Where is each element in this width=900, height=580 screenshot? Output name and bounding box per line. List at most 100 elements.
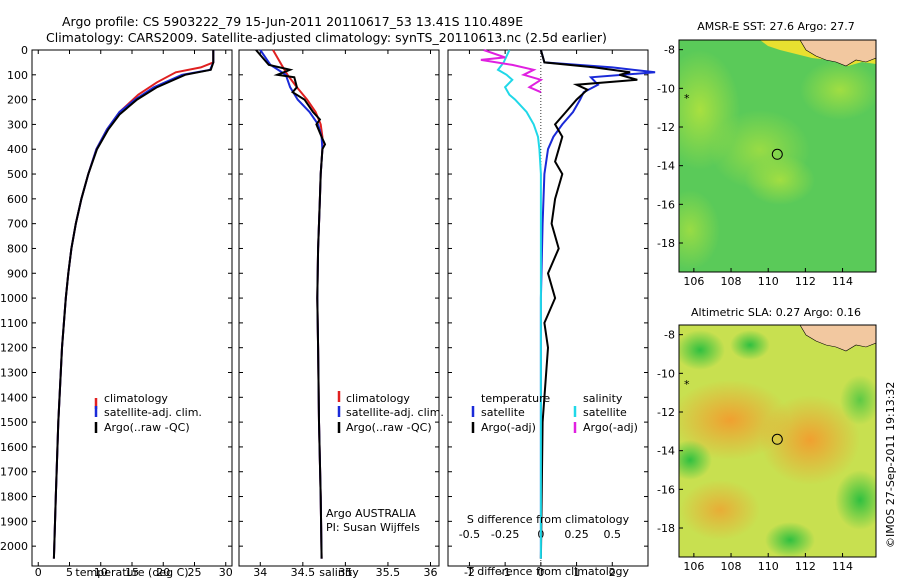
y-tick-label: 400 — [7, 143, 28, 156]
y-tick-label: 700 — [7, 218, 28, 231]
y-tick-label: 1800 — [0, 491, 28, 504]
sst-asterisk: * — [684, 92, 690, 105]
legend-label-climatology: climatology — [104, 392, 168, 405]
y-tick-label: 2000 — [0, 540, 28, 553]
series-line-temperature-satellite — [539, 49, 656, 559]
difference-axes — [447, 49, 649, 567]
sla-map-title: Altimetric SLA: 0.27 Argo: 0.16 — [691, 306, 861, 319]
x-tick-label: 35 — [338, 566, 352, 579]
y-tick-label: 600 — [7, 193, 28, 206]
series-line-temperature-argo-adj- — [539, 49, 638, 559]
sst-warm-patch — [679, 190, 720, 270]
legend-header-temperature: temperature — [481, 392, 550, 405]
difference-xlabel: T difference from climatology — [466, 565, 629, 578]
lon-tick-label: 108 — [721, 275, 742, 288]
y-tick-label: 500 — [7, 168, 28, 181]
series-line-satellite-adj-clim- — [52, 50, 215, 559]
x-tick-label: 2 — [609, 566, 616, 579]
lon-tick-label: 112 — [795, 275, 816, 288]
sla-map-axes: 106 108 110 112 114 -8 -10 -12 -14 -16 -18 — [657, 329, 853, 573]
lon-tick-label: 114 — [832, 560, 853, 573]
series-line-climatology — [272, 49, 324, 559]
legend-label-t-satellite: satellite — [481, 406, 525, 419]
salinity-annotation-pi: PI: Susan Wijffels — [326, 521, 420, 534]
lat-tick-label: -8 — [664, 329, 675, 342]
x-tick-label: 30 — [219, 566, 233, 579]
lon-tick-label: 110 — [758, 275, 779, 288]
legend-label-climatology: climatology — [346, 392, 410, 405]
sst-warm-patch — [745, 155, 815, 205]
x-tick-label: -1 — [500, 566, 511, 579]
difference-xlabel-top: S difference from climatology — [467, 513, 630, 526]
lat-tick-label: -14 — [657, 160, 675, 173]
lat-tick-label: -16 — [657, 483, 675, 496]
x-tick-label: 36 — [423, 566, 437, 579]
difference-plot: -2 -1 0 1 2-0.5 -0.25 0 0.25 0.5 — [448, 49, 656, 579]
lat-tick-label: -8 — [664, 44, 675, 57]
y-tick-label: 1600 — [0, 441, 28, 454]
series-line-argo-raw-qc- — [255, 49, 327, 559]
legend-label-t-argo: Argo(-adj) — [481, 421, 536, 434]
legend-label-argo: Argo(..raw -QC) — [346, 421, 432, 434]
y-tick-label: 1900 — [0, 515, 28, 528]
lat-tick-label: -10 — [657, 82, 675, 95]
s-tick-label: -0.25 — [491, 528, 519, 541]
s-tick-label: 0.5 — [604, 528, 622, 541]
salinity-axes — [238, 49, 440, 567]
lat-tick-label: -16 — [657, 198, 675, 211]
temperature-legend: climatology satellite-adj. clim. Argo(..… — [94, 392, 202, 434]
y-tick-label: 1300 — [0, 367, 28, 380]
java-landmass — [799, 325, 876, 352]
sla-low-anomaly — [765, 522, 815, 557]
x-tick-label: 15 — [125, 566, 139, 579]
legend-label-satellite: satellite-adj. clim. — [346, 406, 444, 419]
y-tick-label: 1400 — [0, 391, 28, 404]
sla-low-anomaly — [679, 440, 712, 480]
lat-tick-label: -14 — [657, 445, 675, 458]
sst-map-axes: 106 108 110 112 114 -8 -10 -12 -14 -16 -18 — [657, 44, 853, 288]
sst-map-frame — [678, 39, 877, 273]
sla-low-anomaly — [840, 375, 876, 425]
x-tick-label: 35.5 — [376, 566, 401, 579]
java-landmass — [799, 40, 876, 67]
salinity-xlabel: salinity — [319, 566, 359, 579]
lon-tick-label: 106 — [683, 560, 704, 573]
sla-high-anomaly — [680, 480, 760, 540]
x-tick-label: -2 — [464, 566, 475, 579]
imos-credit: ©IMOS 27-Sep-2011 19:13:32 — [884, 382, 897, 548]
lat-tick-label: -12 — [657, 121, 675, 134]
y-tick-label: 1200 — [0, 342, 28, 355]
x-tick-label: 0 — [35, 566, 42, 579]
series-line-satellite-adj-clim- — [259, 49, 324, 559]
sst-map-title: AMSR-E SST: 27.6 Argo: 27.7 — [697, 20, 855, 33]
temperature-xlabel: temperature (deg C) — [75, 566, 188, 579]
x-tick-label: 20 — [156, 566, 170, 579]
x-tick-label: 25 — [188, 566, 202, 579]
sla-map-frame — [678, 324, 877, 558]
x-tick-label: 0 — [537, 566, 544, 579]
sla-high-anomaly — [760, 395, 860, 485]
sst-map — [679, 40, 876, 272]
temperature-axes — [31, 49, 233, 567]
y-tick-label: 100 — [7, 69, 28, 82]
legend-header-salinity: salinity — [583, 392, 623, 405]
series-line-argo-raw-qc- — [52, 50, 215, 559]
x-tick-label: 10 — [94, 566, 108, 579]
y-tick-label: 200 — [7, 94, 28, 107]
lon-tick-label: 106 — [683, 275, 704, 288]
y-tick-label: 900 — [7, 267, 28, 280]
argo-position-marker — [771, 433, 783, 445]
y-tick-label: 800 — [7, 242, 28, 255]
legend-label-satellite: satellite-adj. clim. — [104, 406, 202, 419]
header-title-line1: Argo profile: CS 5903222_79 15-Jun-2011 … — [62, 14, 523, 29]
lon-tick-label: 108 — [721, 560, 742, 573]
x-tick-label: 1 — [573, 566, 580, 579]
series-line-salinity-satellite — [496, 49, 542, 559]
lon-tick-label: 112 — [795, 560, 816, 573]
y-tick-label: 1700 — [0, 466, 28, 479]
lon-tick-label: 110 — [758, 560, 779, 573]
y-tick-label: 1000 — [0, 292, 28, 305]
s-tick-label: 0.25 — [564, 528, 589, 541]
salinity-plot: 34 34.5 35 35.5 36 — [239, 49, 439, 579]
